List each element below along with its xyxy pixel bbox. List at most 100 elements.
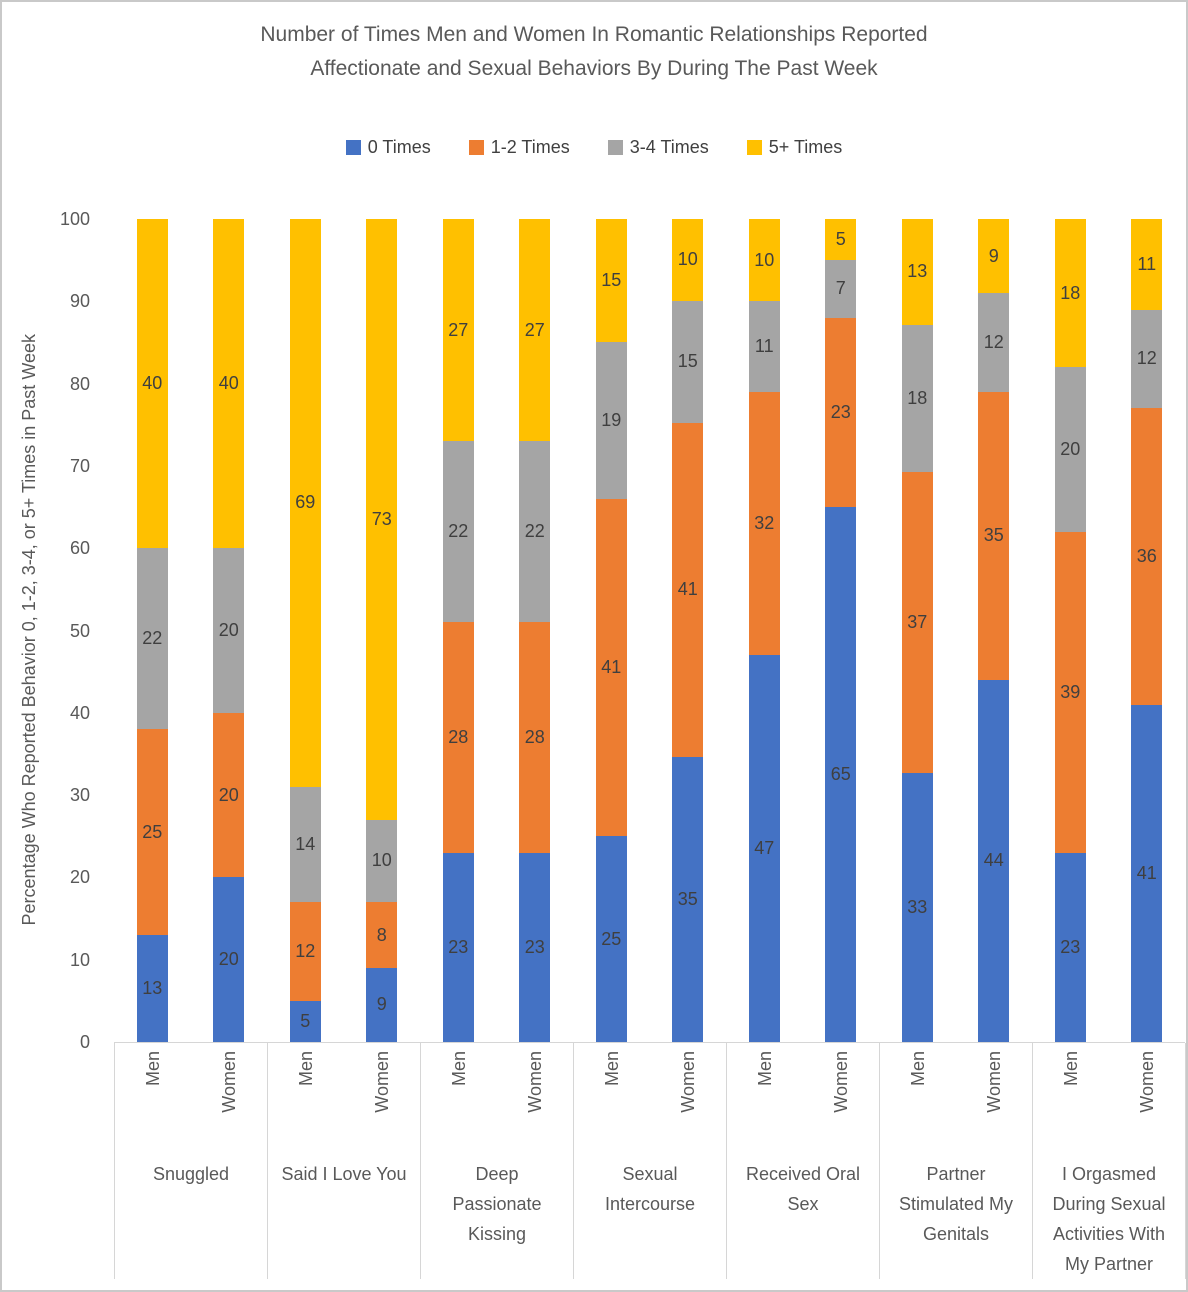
category-group-label-line: Sexual [622,1164,678,1184]
y-tick-label: 50 [69,620,90,641]
bar-value-label: 15 [677,351,698,372]
gender-label-slot: Men [1033,1051,1109,1155]
bar-value-label: 18 [907,387,928,408]
gender-label-slot: Women [1109,1051,1185,1155]
bar-segment: 20 [213,548,245,713]
gender-label-slot: Women [344,1051,420,1155]
bar-value-label: 27 [448,319,469,340]
bar-slot: 23 28 22 27 [420,219,497,1042]
bar-value-label: 10 [754,249,775,270]
bar-value-label: 44 [983,850,1004,871]
gender-label: Men [754,1051,775,1087]
legend-swatch-icon [345,139,361,155]
gender-label-slot: Men [115,1051,191,1155]
bar-value-label: 32 [754,513,775,534]
bar-slot: 20 20 20 40 [191,219,268,1042]
gender-label-slot: Men [421,1051,497,1155]
gender-label: Men [601,1051,622,1087]
gender-label-row: Men Women [268,1043,420,1155]
bar-value-label: 7 [835,278,846,299]
bar-segment: 11 [1131,219,1163,310]
y-tick-label: 90 [69,291,90,312]
bar-value-label: 10 [677,249,698,270]
bar-value-label: 23 [1060,936,1081,957]
category-group-label: Partner Stimulated My Genitals [880,1159,1032,1249]
bar-segment: 28 [519,622,551,853]
legend: 0 Times 1-2 Times 3-4 Times 5+ Times [2,134,1186,160]
gender-label-row: Men Women [574,1043,726,1155]
bar-value-label: 12 [1136,348,1157,369]
bar-value-label: 25 [142,821,163,842]
bar-segment: 10 [366,819,398,903]
bar-value-label: 11 [1137,253,1157,274]
legend-label: 1-2 Times [490,136,570,157]
stacked-bar: 23 28 22 27 [519,219,551,1042]
bar-value-label: 39 [1060,681,1081,702]
bar-slot: 35 41 15 10 [650,219,727,1042]
bar-segment: 20 [213,712,245,878]
bar-segment: 8 [366,902,398,968]
bar-segment: 23 [1054,852,1086,1042]
gender-label: Women [983,1051,1004,1113]
category-group: Men Women Snuggled [114,1043,267,1279]
category-group-label: Said I Love You [268,1159,420,1189]
bar-segment: 39 [1054,531,1086,853]
bar-slot: 5 12 14 69 [267,219,344,1042]
bar-segment: 9 [366,967,398,1042]
bar-value-label: 41 [1136,862,1157,883]
bar-value-label: 73 [371,508,392,529]
legend-item: 3-4 Times [607,137,709,158]
gender-label-row: Men Women [880,1043,1032,1155]
bar-segment: 22 [442,441,474,623]
bar-value-label: 23 [524,936,545,957]
bar-value-label: 20 [218,949,239,970]
category-group-label-line: Passionate [452,1194,542,1214]
legend-swatch-icon [468,139,484,155]
bar-value-label: 25 [601,928,622,949]
y-tick-label: 20 [69,867,90,888]
category-group-label-line: Partner [926,1164,986,1184]
bar-value-label: 23 [830,401,851,422]
legend-label: 5+ Times [768,136,843,157]
y-tick-label: 10 [69,949,90,970]
bar-value-label: 69 [295,492,316,513]
bar-segment: 18 [1054,219,1086,368]
y-tick-label: 100 [59,209,90,229]
bar-slot: 44 35 12 9 [956,219,1033,1042]
bar-value-label: 12 [983,331,1004,352]
plot-area: 13 25 22 40 20 20 20 40 5 12 14 69 9 8 10 73 23 28 22 27 23 2… [114,219,1185,1043]
bar-value-label: 36 [1136,545,1157,566]
stacked-bar: 13 25 22 40 [136,219,168,1042]
bar-slot: 47 32 11 10 [726,219,803,1042]
bar-segment: 35 [672,756,704,1042]
category-group-label: I Orgasmed During Sexual Activities With My… [1033,1159,1185,1279]
bar-value-label: 20 [218,784,239,805]
bar-slot: 9 8 10 73 [344,219,421,1042]
stacked-bar: 65 23 7 5 [825,219,857,1042]
bar-value-label: 33 [907,897,928,918]
legend-swatch-icon [607,139,623,155]
y-tick-label: 70 [69,455,90,476]
category-group: Men Women Deep Passionate Kissing [420,1043,573,1279]
bar-value-label: 41 [601,657,622,678]
bar-segment: 13 [136,935,168,1042]
bar-value-label: 5 [835,229,846,250]
stacked-bar: 35 41 15 10 [672,219,704,1042]
gender-label: Women [677,1051,698,1113]
bar-segment: 27 [442,219,474,442]
gender-label-slot: Women [803,1051,879,1155]
bar-segment: 44 [978,679,1010,1042]
bar-segment: 5 [289,1000,321,1042]
bar-value-label: 20 [1060,438,1081,459]
bar-slot: 41 36 12 11 [1109,219,1186,1042]
category-group-label-line: My Partner [1064,1254,1154,1274]
bar-segment: 23 [519,852,551,1042]
bar-value-label: 20 [218,620,239,641]
chart-title: Number of Times Men and Women In Romanti… [2,18,1186,86]
bar-segment: 19 [595,342,627,499]
bar-value-label: 35 [677,888,698,909]
gender-label: Women [1136,1051,1157,1113]
gender-label-slot: Women [191,1051,267,1155]
bar-segment: 12 [289,902,321,1001]
